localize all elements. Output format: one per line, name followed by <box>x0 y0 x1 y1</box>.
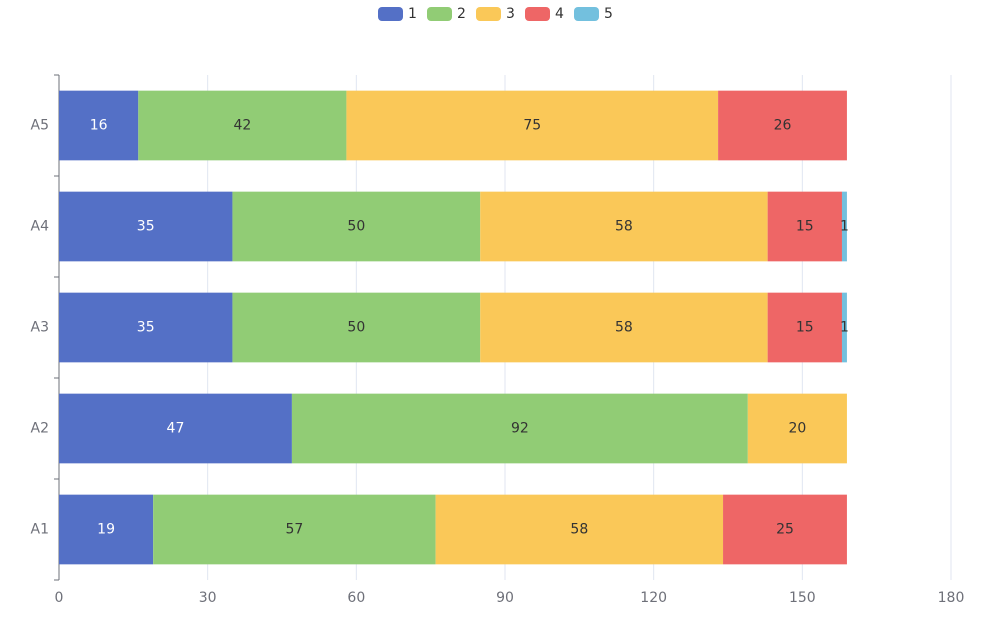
legend-label: 1 <box>408 6 417 22</box>
bar-segment <box>841 292 847 363</box>
bar-segment <box>291 393 748 464</box>
value-label: 35 <box>137 219 155 235</box>
bar-segment <box>232 191 481 262</box>
value-label: 19 <box>97 522 115 538</box>
y-tick-label: A2 <box>31 421 49 437</box>
value-label: 1 <box>840 219 849 235</box>
bar-segment <box>59 292 233 363</box>
bar-segment <box>59 90 139 161</box>
legend-swatch <box>525 7 550 21</box>
value-label: 92 <box>511 421 529 437</box>
legend-swatch <box>427 7 452 21</box>
bar-segment <box>723 494 847 565</box>
bar-segment <box>435 494 724 565</box>
value-label: 58 <box>570 522 588 538</box>
value-label: 57 <box>285 522 303 538</box>
value-label: 42 <box>233 118 251 134</box>
bar-segment <box>138 90 347 161</box>
value-label: 15 <box>796 219 814 235</box>
value-label: 1 <box>840 320 849 336</box>
x-tick-label: 180 <box>938 590 965 606</box>
value-label: 25 <box>776 522 794 538</box>
legend-swatch <box>378 7 403 21</box>
bar-segment <box>718 90 847 161</box>
x-tick-label: 150 <box>789 590 816 606</box>
value-label: 47 <box>167 421 185 437</box>
x-tick-label: 60 <box>347 590 365 606</box>
bar-segment <box>232 292 481 363</box>
value-label: 35 <box>137 320 155 336</box>
value-label: 75 <box>523 118 541 134</box>
legend-label: 3 <box>506 6 515 22</box>
legend-label: 2 <box>457 6 466 22</box>
bar-segment <box>480 292 768 363</box>
bar-segment <box>346 90 719 161</box>
value-label: 58 <box>615 320 633 336</box>
bar-segment <box>767 191 842 262</box>
legend-swatch <box>476 7 501 21</box>
bar-segment <box>480 191 768 262</box>
x-tick-label: 30 <box>199 590 217 606</box>
value-label: 50 <box>347 320 365 336</box>
x-tick-label: 120 <box>640 590 667 606</box>
value-label: 50 <box>347 219 365 235</box>
bar-segment <box>153 494 436 565</box>
bar-segment <box>767 292 842 363</box>
value-label: 15 <box>796 320 814 336</box>
x-tick-label: 0 <box>55 590 64 606</box>
value-label: 20 <box>788 421 806 437</box>
y-tick-label: A4 <box>31 219 50 235</box>
legend-label: 4 <box>555 6 564 22</box>
value-label: 16 <box>90 118 108 134</box>
bar-segment <box>59 393 292 464</box>
bar-segment <box>747 393 847 464</box>
y-tick-label: A3 <box>31 320 49 336</box>
bar-segment <box>841 191 847 262</box>
y-tick-label: A1 <box>31 522 49 538</box>
y-tick-label: A5 <box>31 118 49 134</box>
bar-segment <box>59 191 233 262</box>
bar-segment <box>59 494 154 565</box>
legend-swatch <box>574 7 599 21</box>
x-tick-label: 90 <box>496 590 514 606</box>
legend-label: 5 <box>604 6 613 22</box>
value-label: 58 <box>615 219 633 235</box>
value-label: 26 <box>774 118 792 134</box>
